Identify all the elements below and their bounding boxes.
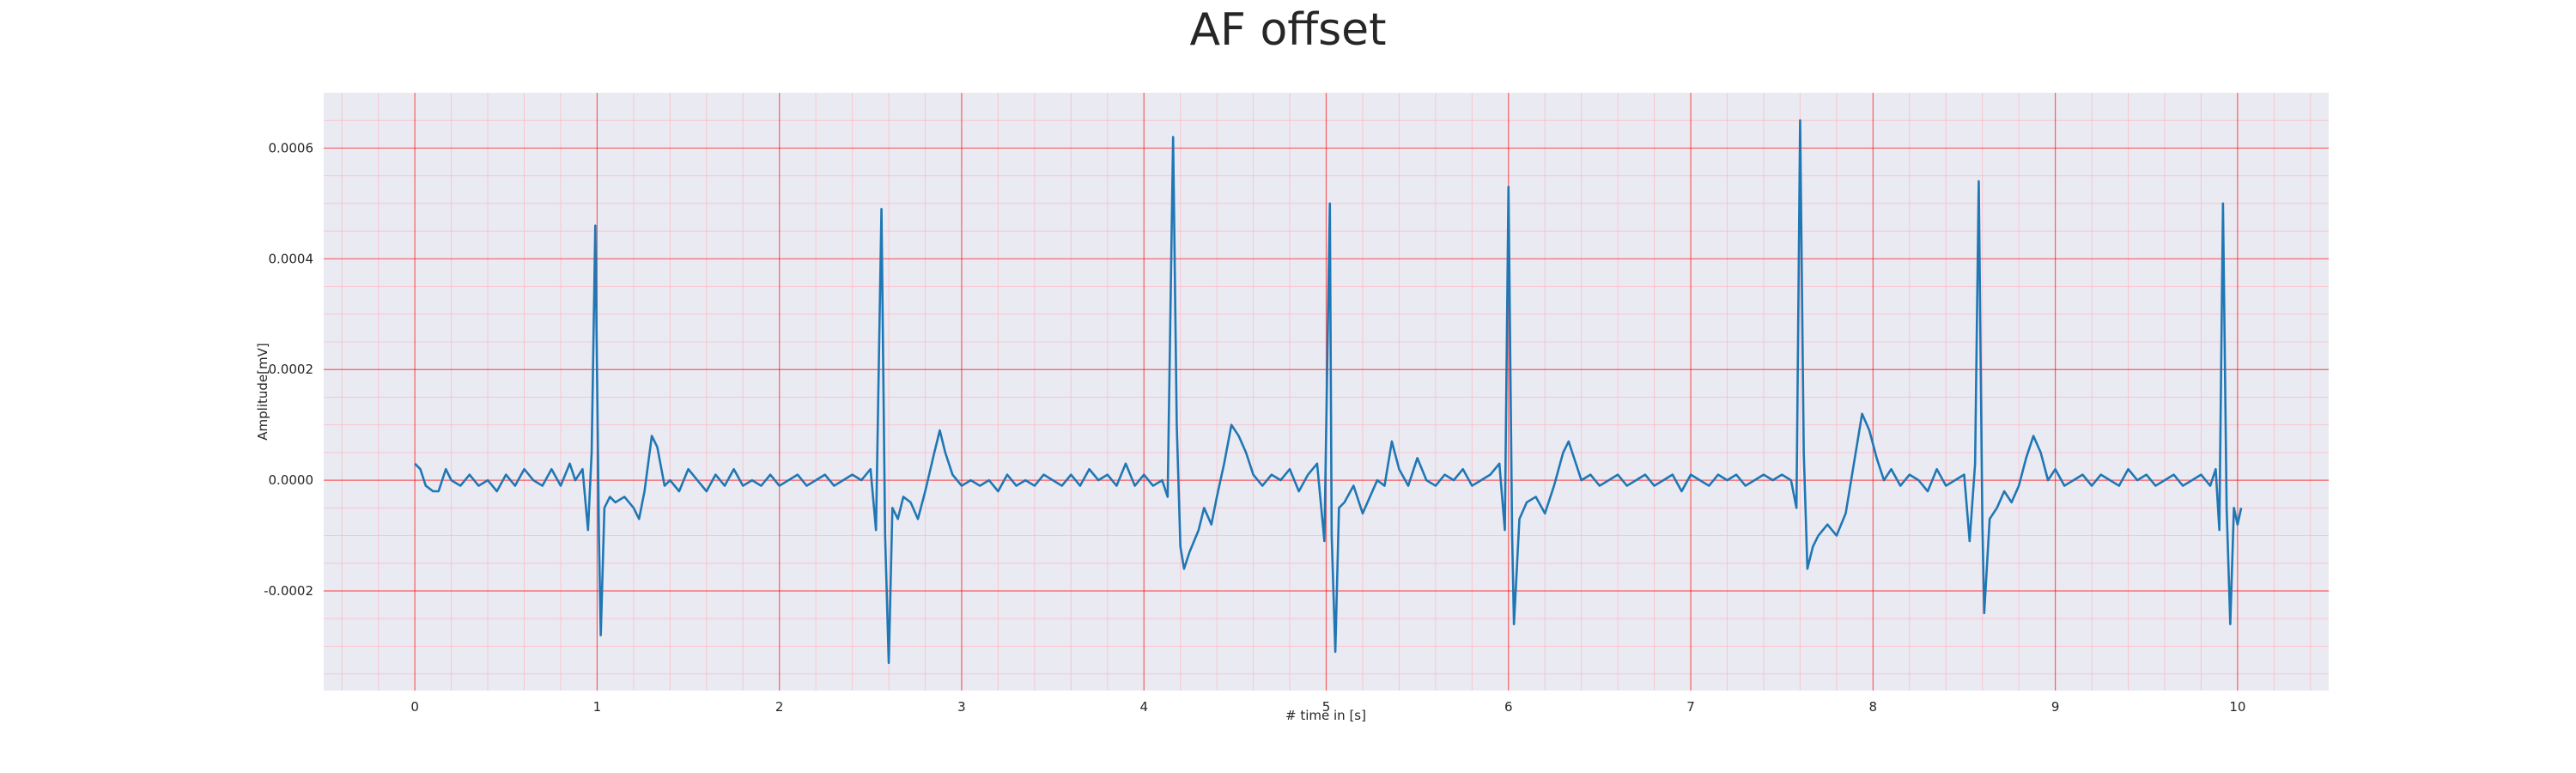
x-tick-label: 6 bbox=[1504, 699, 1513, 715]
x-tick-label: 8 bbox=[1869, 699, 1878, 715]
x-axis-label: # time in [s] bbox=[1285, 708, 1366, 723]
x-tick-label: 1 bbox=[593, 699, 602, 715]
x-tick-label: 0 bbox=[410, 699, 419, 715]
x-tick-label: 5 bbox=[1322, 699, 1331, 715]
chart-title: AF offset bbox=[1189, 4, 1386, 56]
grid bbox=[324, 93, 2329, 691]
ticks: 0 1 2 3 4 5 6 7 8 9 10 -0.0002 0.0000 0.0002 0.0004 0.0… bbox=[264, 140, 2245, 715]
x-tick-label: 10 bbox=[2229, 699, 2245, 715]
x-tick-label: 4 bbox=[1139, 699, 1148, 715]
plot-area bbox=[414, 119, 2243, 665]
x-tick-label: 2 bbox=[775, 699, 784, 715]
y-tick-label: 0.0000 bbox=[269, 472, 314, 488]
y-axis-label: Amplitude[mV] bbox=[255, 343, 270, 440]
y-tick-label: -0.0002 bbox=[264, 583, 313, 599]
x-tick-label: 9 bbox=[2051, 699, 2060, 715]
x-tick-label: 7 bbox=[1686, 699, 1695, 715]
data-line bbox=[414, 119, 2243, 665]
y-tick-label: 0.0002 bbox=[269, 362, 314, 377]
y-tick-label: 0.0004 bbox=[269, 251, 314, 266]
x-tick-label: 3 bbox=[957, 699, 966, 715]
y-tick-label: 0.0006 bbox=[269, 140, 314, 155]
